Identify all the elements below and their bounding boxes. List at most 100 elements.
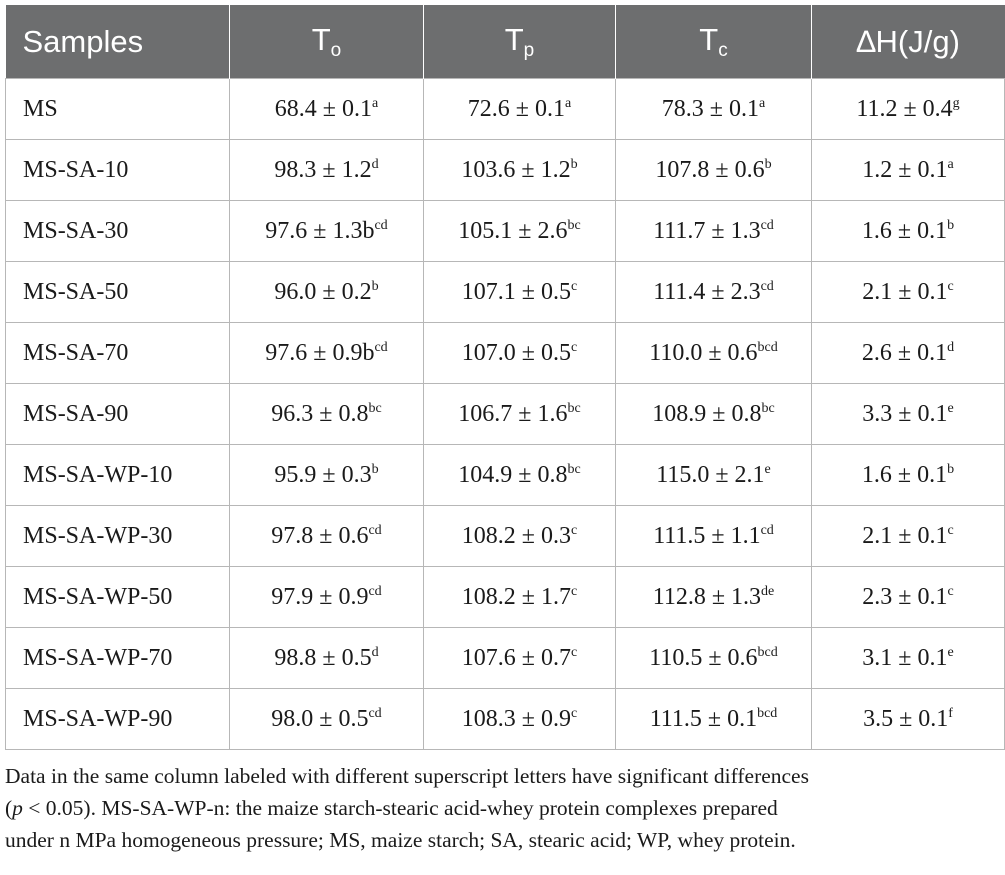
cell-dh: 1.2 ± 0.1a — [811, 139, 1005, 201]
cell-tp-value: 107.0 ± 0.5 — [461, 339, 571, 366]
header-to: To — [229, 5, 424, 79]
cell-dh-value: 2.6 ± 0.1 — [861, 339, 948, 366]
cell-dh: 2.3 ± 0.1c — [811, 566, 1005, 628]
cell-tc: 111.5 ± 1.1cd — [615, 505, 812, 567]
cell-tp-value: 104.9 ± 0.8 — [458, 461, 568, 488]
cell-tc: 111.5 ± 0.1bcd — [615, 688, 812, 750]
cell-to: 98.3 ± 1.2d — [229, 139, 424, 201]
cell-dh-superscript: e — [947, 400, 954, 416]
cell-dh: 2.6 ± 0.1d — [811, 322, 1005, 384]
header-tc-sub: c — [718, 39, 728, 61]
cell-to-value: 96.3 ± 0.8 — [271, 400, 369, 427]
cell-tp: 108.2 ± 1.7c — [423, 566, 616, 628]
cell-to-superscript: b — [371, 278, 379, 294]
table-row: MS-SA-WP-10 95.9 ± 0.3b 104.9 ± 0.8bc 115.0… — [5, 444, 1005, 506]
cell-sample-value: MS-SA-WP-50 — [23, 583, 173, 610]
cell-dh: 1.6 ± 0.1b — [811, 444, 1005, 506]
cell-to: 97.8 ± 0.6cd — [229, 505, 424, 567]
cell-to-value: 68.4 ± 0.1 — [274, 95, 372, 122]
cell-to: 97.6 ± 0.9bcd — [229, 322, 424, 384]
cell-tc-superscript: cd — [760, 217, 774, 233]
cell-tc-superscript: cd — [760, 522, 774, 538]
cell-to-superscript: cd — [368, 705, 382, 721]
cell-dh-superscript: b — [947, 217, 955, 233]
header-samples: Samples — [5, 5, 230, 79]
cell-to: 97.6 ± 1.3bcd — [229, 200, 424, 262]
header-dh: ∆H(J/g) — [811, 5, 1005, 79]
cell-dh: 3.5 ± 0.1f — [811, 688, 1005, 750]
cell-dh-superscript: g — [952, 95, 960, 111]
cell-tc: 78.3 ± 0.1a — [615, 78, 812, 140]
cell-dh-value: 2.1 ± 0.1 — [862, 278, 948, 305]
cell-to-superscript: cd — [368, 583, 382, 599]
cell-tc: 111.7 ± 1.3cd — [615, 200, 812, 262]
table-row: MS-SA-WP-90 98.0 ± 0.5cd 108.3 ± 0.9c 111.5… — [5, 688, 1005, 750]
cell-tc-superscript: bcd — [757, 339, 778, 355]
cell-to-value: 95.9 ± 0.3 — [274, 461, 372, 488]
header-tp-sub: p — [523, 39, 535, 61]
cell-to: 98.0 ± 0.5cd — [229, 688, 424, 750]
cell-sample: MS-SA-WP-50 — [5, 566, 230, 628]
cell-to-value: 97.9 ± 0.9 — [271, 583, 369, 610]
cell-sample-value: MS-SA-30 — [23, 217, 129, 244]
cell-tp: 107.0 ± 0.5c — [423, 322, 616, 384]
header-tp-main: T — [504, 21, 524, 57]
cell-to-value: 96.0 ± 0.2 — [274, 278, 372, 305]
cell-tp: 106.7 ± 1.6bc — [423, 383, 616, 445]
cell-dh-superscript: c — [947, 583, 954, 599]
table-row: MS 68.4 ± 0.1a 72.6 ± 0.1a 78.3 ± 0.1a 11.2 … — [5, 78, 1005, 140]
cell-tp-superscript: c — [570, 583, 578, 599]
cell-sample-value: MS-SA-10 — [23, 156, 129, 183]
cell-sample-value: MS — [23, 95, 58, 122]
cell-to: 96.3 ± 0.8bc — [229, 383, 424, 445]
header-to-sub: o — [330, 39, 342, 61]
cell-sample: MS-SA-WP-30 — [5, 505, 230, 567]
cell-tp-value: 107.6 ± 0.7 — [461, 644, 571, 671]
cell-dh-value: 1.2 ± 0.1 — [862, 156, 948, 183]
cell-dh: 11.2 ± 0.4g — [811, 78, 1005, 140]
cell-dh-value: 1.6 ± 0.1 — [861, 217, 948, 244]
table-row: MS-SA-90 96.3 ± 0.8bc 106.7 ± 1.6bc 108.9 ±… — [5, 383, 1005, 445]
cell-tc-value: 108.9 ± 0.8 — [652, 400, 762, 427]
cell-to-superscript: d — [371, 156, 379, 172]
cell-tp: 104.9 ± 0.8bc — [423, 444, 616, 506]
cell-to-superscript: bc — [368, 400, 382, 416]
cell-dh-superscript: e — [947, 644, 954, 660]
cell-dh-superscript: c — [947, 278, 954, 294]
cell-tp: 107.1 ± 0.5c — [423, 261, 616, 323]
cell-tc-value: 111.4 ± 2.3 — [653, 278, 761, 305]
cell-tc-superscript: cd — [760, 278, 774, 294]
cell-to: 97.9 ± 0.9cd — [229, 566, 424, 628]
cell-tc: 110.5 ± 0.6bcd — [615, 627, 812, 689]
cell-to: 68.4 ± 0.1a — [229, 78, 424, 140]
cell-dh-superscript: f — [948, 705, 953, 721]
cell-tc: 107.8 ± 0.6b — [615, 139, 812, 201]
table-row: MS-SA-WP-30 97.8 ± 0.6cd 108.2 ± 0.3c 111.5… — [5, 505, 1005, 567]
cell-to-value: 98.0 ± 0.5 — [271, 705, 369, 732]
cell-sample: MS-SA-WP-70 — [5, 627, 230, 689]
cell-sample: MS-SA-30 — [5, 200, 230, 262]
cell-tc-value: 78.3 ± 0.1 — [661, 95, 759, 122]
cell-sample: MS-SA-70 — [5, 322, 230, 384]
cell-tp-value: 72.6 ± 0.1 — [467, 95, 565, 122]
footnote-line-1: Data in the same column labeled with dif… — [5, 764, 809, 788]
footnote-line-2: (p < 0.05). MS-SA-WP-n: the maize starch… — [5, 796, 778, 820]
cell-tc: 112.8 ± 1.3de — [615, 566, 812, 628]
cell-dh-value: 1.6 ± 0.1 — [861, 461, 948, 488]
cell-dh-value: 3.5 ± 0.1 — [863, 705, 949, 732]
cell-to-superscript: cd — [368, 522, 382, 538]
cell-sample-value: MS-SA-WP-90 — [23, 705, 173, 732]
data-table-container: Samples To Tp Tc ∆H(J/g) MS 68.4 ± 0.1a 72… — [5, 5, 1005, 750]
cell-to-value: 98.8 ± 0.5 — [274, 644, 372, 671]
header-tc: Tc — [615, 5, 812, 79]
cell-dh-superscript: c — [947, 522, 954, 538]
cell-to-superscript: cd — [374, 217, 388, 233]
cell-sample: MS-SA-WP-90 — [5, 688, 230, 750]
cell-sample-value: MS-SA-WP-70 — [23, 644, 173, 671]
cell-tp-superscript: c — [570, 522, 578, 538]
cell-tc: 111.4 ± 2.3cd — [615, 261, 812, 323]
cell-sample-value: MS-SA-70 — [23, 339, 129, 366]
table-row: MS-SA-WP-70 98.8 ± 0.5d 107.6 ± 0.7c 110.5 … — [5, 627, 1005, 689]
cell-sample-value: MS-SA-90 — [23, 400, 129, 427]
cell-tc-value: 111.7 ± 1.3 — [653, 217, 761, 244]
